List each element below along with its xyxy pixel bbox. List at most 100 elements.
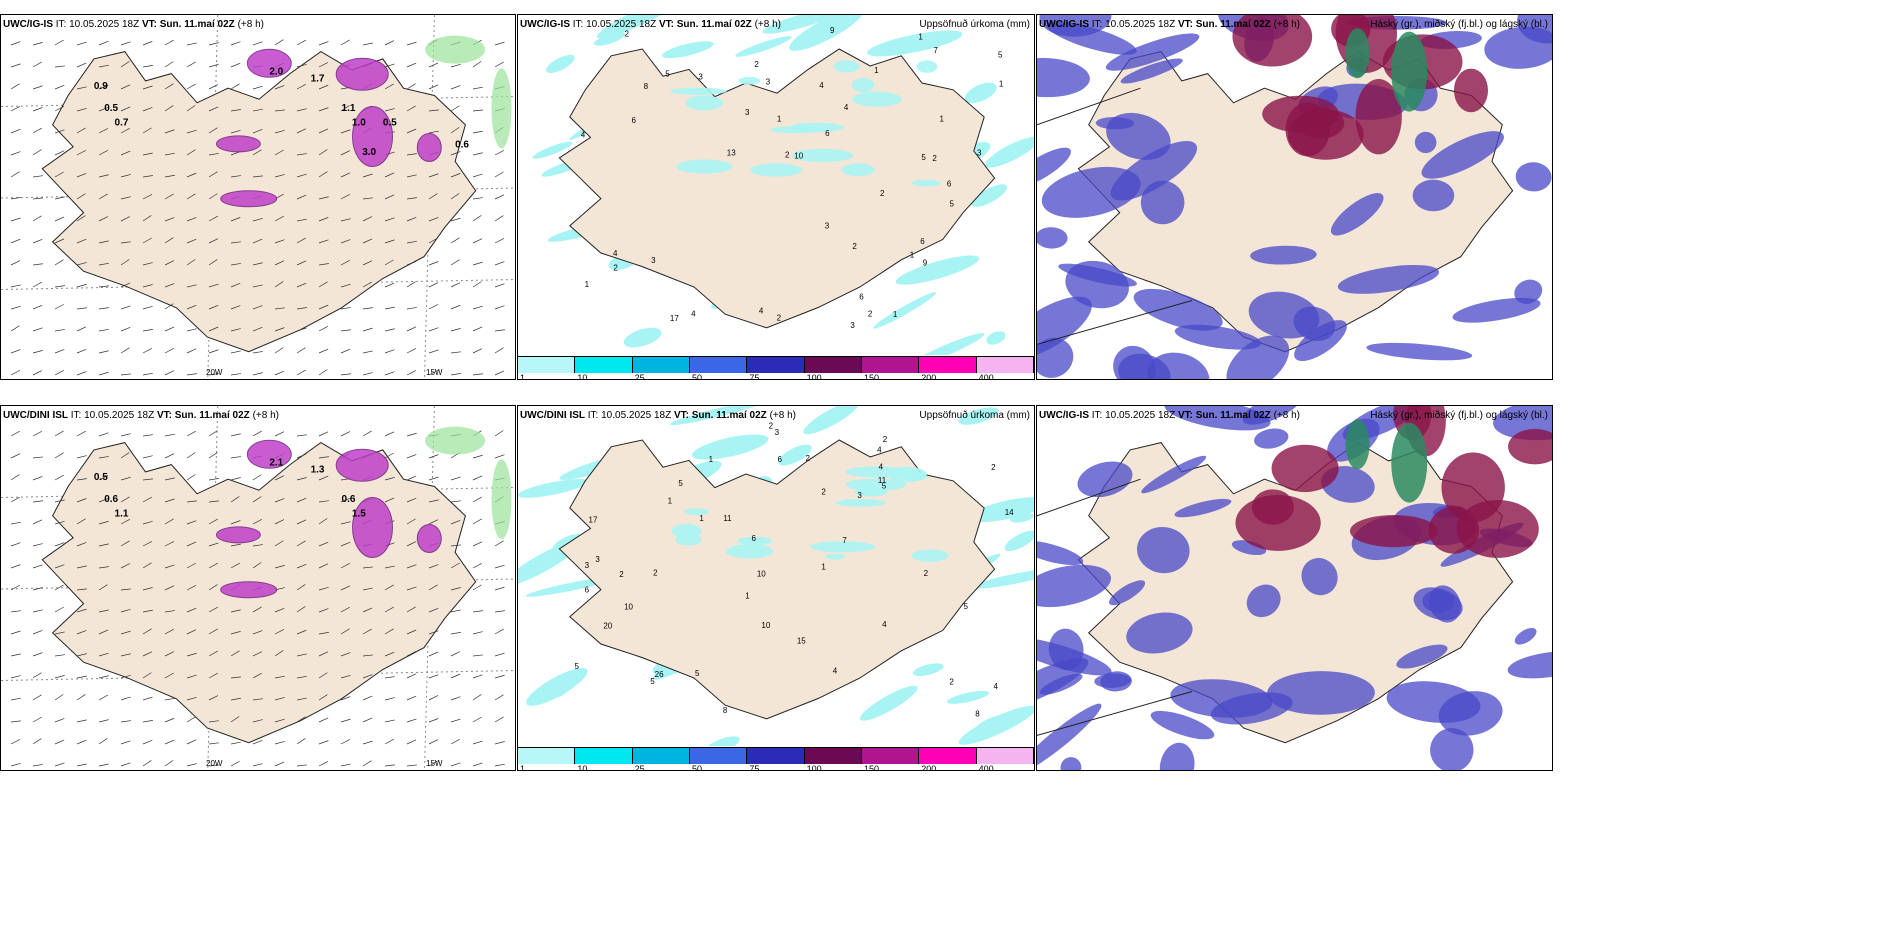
wind-barb — [10, 238, 21, 244]
wind-barb — [384, 431, 395, 437]
cloud-low — [1037, 57, 1090, 98]
wind-barb — [362, 42, 373, 46]
wind-barb — [32, 350, 43, 354]
wind-barb — [296, 519, 307, 525]
wind-barb — [340, 218, 351, 222]
wind-barb — [32, 764, 43, 767]
wind-barb — [494, 347, 504, 354]
wind-barb — [406, 370, 417, 376]
wind-barb — [186, 259, 196, 266]
wind-barb — [252, 372, 263, 376]
wind-barb — [450, 762, 461, 767]
colorbar-segment: 150 — [861, 357, 920, 379]
wind-barb — [54, 654, 65, 657]
wind-barb — [208, 628, 218, 635]
wind-barb — [186, 217, 197, 222]
wind-barb — [428, 109, 439, 112]
value-label: 4 — [759, 307, 764, 316]
wind-barb — [164, 105, 174, 112]
cloud-low — [1037, 703, 1102, 770]
value-label: 1 — [585, 280, 590, 289]
cloud-low — [1514, 627, 1537, 645]
wind-barb — [230, 562, 240, 569]
value-label: 1.3 — [311, 465, 325, 476]
cloud-low — [1267, 671, 1375, 715]
wind-barb — [472, 518, 482, 525]
value-label: 3 — [766, 78, 771, 87]
wind-barb — [296, 434, 307, 437]
value-label: 3 — [651, 256, 656, 265]
value-label: 4 — [844, 103, 849, 112]
wind-barb — [494, 741, 505, 745]
value-label: 14 — [1005, 508, 1014, 517]
wind-barb — [142, 41, 153, 46]
wind-barb — [450, 105, 460, 112]
value-label: 1 — [821, 563, 826, 572]
wind-barb — [164, 518, 174, 525]
wind-barb — [252, 108, 263, 112]
axis-label: 15W — [426, 759, 443, 768]
wind-barb — [362, 372, 373, 376]
value-label: 4 — [882, 620, 887, 629]
wind-barb — [274, 761, 285, 767]
wind-barb — [252, 262, 263, 266]
wind-barb — [186, 716, 196, 723]
wind-barb — [362, 430, 372, 437]
wind-barb — [384, 497, 395, 503]
wind-barb — [274, 149, 284, 156]
value-label: 5 — [575, 662, 580, 671]
colorbar-segment: 400 — [976, 748, 1034, 770]
precip-area — [692, 434, 769, 460]
map-panel-precip-dini: UWC/DINI ISL IT: 10.05.2025 18Z VT: Sun.… — [517, 405, 1035, 771]
wind-barb — [230, 350, 241, 354]
cloud-low — [1048, 628, 1084, 671]
wind-barb — [406, 41, 417, 46]
wind-barb — [406, 629, 417, 635]
wind-barb — [318, 239, 329, 244]
cloud-low — [1046, 21, 1137, 55]
wind-barb — [186, 562, 196, 569]
wind-barb — [10, 430, 20, 437]
cloud-low — [1140, 180, 1185, 225]
iceland-map: 0.9 0.5 0.7 2.0 1.7 1.1 1.0 0.5 3.0 0.6 — [1, 15, 515, 379]
wind-barb — [428, 454, 439, 459]
wind-barb — [10, 630, 21, 635]
precip-area — [845, 478, 907, 491]
wind-barb — [406, 326, 417, 332]
precip-area — [220, 581, 278, 599]
wind-barb — [54, 150, 65, 156]
wind-barb — [494, 610, 505, 613]
wind-barb — [10, 542, 21, 547]
precip-area — [852, 91, 902, 107]
wind-barb — [362, 717, 373, 723]
wind-barb — [54, 304, 65, 310]
precip-area — [964, 82, 997, 103]
wind-barb — [98, 629, 109, 635]
cloud-mid — [1355, 79, 1402, 155]
wind-barb — [340, 541, 351, 547]
wind-barb — [318, 325, 328, 332]
precip-area — [958, 407, 999, 425]
wind-barb — [406, 564, 417, 569]
wind-barb — [164, 628, 174, 635]
wind-barb — [296, 697, 307, 701]
wind-barb — [164, 585, 175, 591]
wind-barb — [406, 153, 417, 156]
wind-barb — [428, 261, 439, 266]
precip-area — [491, 459, 512, 540]
wind-barb — [10, 564, 21, 569]
wind-barb — [362, 307, 373, 310]
wind-barb — [98, 584, 108, 591]
colorbar-segment: 1 — [518, 748, 576, 770]
wind-barb — [362, 173, 373, 178]
wind-barb — [120, 740, 131, 745]
cloud-low — [1337, 264, 1440, 294]
value-label: 1 — [699, 514, 704, 523]
wind-barb — [428, 237, 438, 244]
wind-barb — [186, 474, 196, 481]
wind-barb — [494, 329, 505, 332]
wind-barb — [10, 128, 21, 134]
value-label: 2 — [805, 454, 810, 463]
cloud-low — [1039, 673, 1083, 695]
wind-barb — [472, 475, 483, 481]
